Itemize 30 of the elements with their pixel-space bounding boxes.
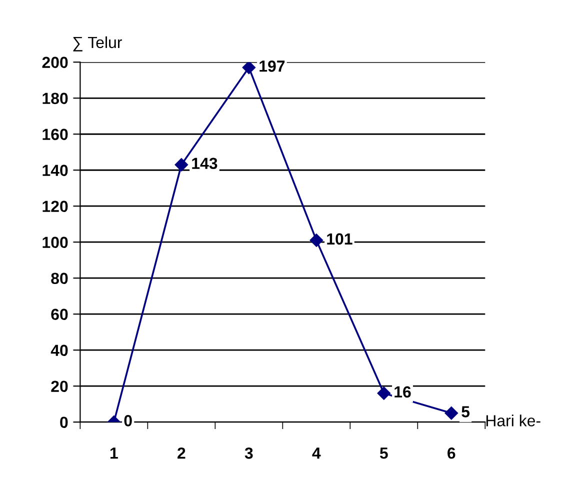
data-label: 5 <box>462 406 470 418</box>
point <box>310 234 323 247</box>
point <box>377 386 390 400</box>
data-label: 16 <box>394 386 411 398</box>
x-tick-label: 6 <box>448 447 456 459</box>
y-tick-label: 180 <box>42 92 68 104</box>
x-tick-label: 5 <box>380 448 388 459</box>
y-tick-label: 200 <box>42 56 68 68</box>
x-tick-label: 1 <box>110 448 118 459</box>
y-tick-label: 140 <box>42 164 68 176</box>
point <box>242 62 256 74</box>
y-tick-label: 100 <box>42 236 68 248</box>
y-tick-label: 60 <box>51 308 68 320</box>
y-tick-label: 20 <box>51 380 68 392</box>
x-tick-label: 2 <box>178 447 186 459</box>
data-label: 197 <box>260 60 285 72</box>
y-axis-title: ∑ Telur <box>73 36 122 52</box>
point <box>174 158 188 172</box>
y-tick-label: 80 <box>51 272 68 284</box>
y-tick-label: 40 <box>50 344 68 356</box>
x-tick-label: 3 <box>244 447 253 459</box>
data-label: 101 <box>327 233 352 245</box>
x-axis-title: Hari ke- <box>486 414 540 426</box>
y-tick-label: 0 <box>60 416 68 428</box>
data-label: 0 <box>124 415 132 426</box>
data-label: 143 <box>192 158 218 170</box>
y-tick-label: 160 <box>42 128 68 140</box>
point <box>444 406 458 420</box>
y-tick-label: 120 <box>42 200 68 212</box>
x-tick-label: 4 <box>312 448 321 459</box>
